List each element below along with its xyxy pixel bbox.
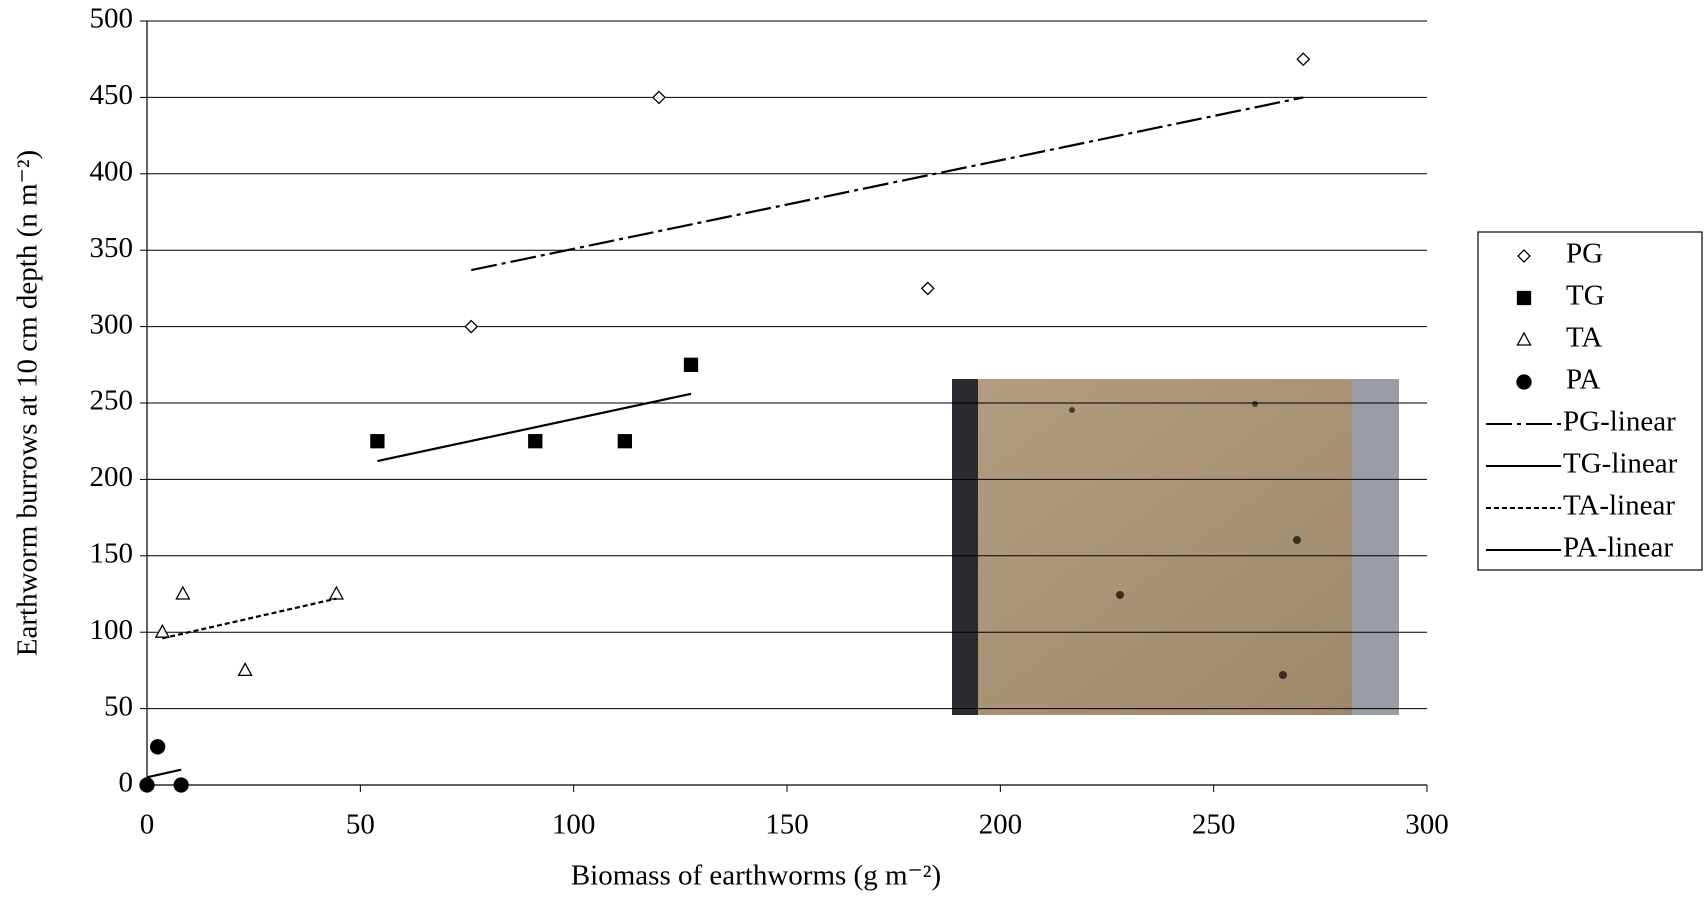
photo-burrow <box>1279 671 1287 679</box>
legend-label: TG <box>1566 280 1605 312</box>
y-tick-label: 400 <box>90 155 134 187</box>
point <box>1516 374 1532 390</box>
y-tick-label: 150 <box>90 537 134 569</box>
legend-label: TG-linear <box>1563 448 1678 480</box>
y-axis-label: Earthworm burrows at 10 cm depth (n m⁻²) <box>12 150 44 656</box>
point <box>370 434 385 449</box>
photo-burrow <box>1252 401 1258 407</box>
trend-line <box>146 768 182 779</box>
y-tick-label: 50 <box>104 690 133 722</box>
point <box>464 319 479 334</box>
point <box>328 585 345 600</box>
y-tick-label: 450 <box>90 79 134 111</box>
photo-burrow <box>1069 407 1075 413</box>
point <box>139 777 155 793</box>
legend-box <box>1477 231 1703 571</box>
point <box>1516 331 1532 346</box>
trend-line <box>162 597 337 640</box>
point <box>1517 249 1531 263</box>
x-tick-label: 0 <box>140 809 155 841</box>
photo-wall <box>1352 379 1399 715</box>
point <box>683 357 699 372</box>
y-tick-label: 250 <box>90 385 134 417</box>
y-tick-label: 350 <box>90 232 134 264</box>
x-tick-label: 100 <box>552 809 596 841</box>
point <box>528 434 543 449</box>
point <box>150 739 166 755</box>
photo-soil <box>952 379 1399 715</box>
photo-edge <box>952 379 978 715</box>
legend-label: TA-linear <box>1563 490 1675 522</box>
point <box>1296 52 1311 67</box>
point <box>617 434 633 449</box>
point <box>173 777 189 793</box>
y-tick-label: 300 <box>90 308 134 340</box>
point <box>1516 290 1532 306</box>
x-tick-label: 50 <box>346 809 375 841</box>
legend-label: PA-linear <box>1563 532 1673 564</box>
legend-label: PG-linear <box>1563 406 1676 438</box>
legend-label: TA <box>1566 322 1602 354</box>
x-tick-label: 150 <box>765 809 809 841</box>
point <box>652 90 666 105</box>
x-tick-label: 250 <box>1192 809 1236 841</box>
photo-burrow <box>1293 536 1301 544</box>
point <box>237 662 253 677</box>
y-tick-label: 200 <box>90 461 134 493</box>
photo-burrow <box>1116 591 1124 599</box>
x-tick-label: 200 <box>979 809 1023 841</box>
trend-line <box>377 392 692 463</box>
trend-line <box>471 96 1304 272</box>
legend-label: PG <box>1566 238 1603 270</box>
y-tick-label: 100 <box>90 614 134 646</box>
x-axis-label: Biomass of earthworms (g m⁻²) <box>571 860 941 892</box>
point <box>920 281 935 296</box>
point <box>154 623 170 638</box>
x-tick-label: 300 <box>1405 809 1449 841</box>
legend-label: PA <box>1566 364 1600 396</box>
y-tick-label: 500 <box>90 3 134 35</box>
inset-photo <box>952 379 1399 715</box>
y-tick-label: 0 <box>119 767 134 799</box>
point <box>175 585 191 600</box>
